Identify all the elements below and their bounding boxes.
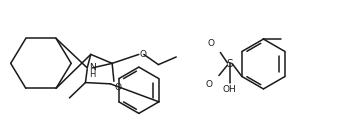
Text: H: H — [89, 70, 95, 79]
Text: O: O — [207, 39, 214, 48]
Text: O: O — [140, 50, 147, 59]
Text: OH: OH — [223, 85, 236, 94]
Text: O: O — [115, 83, 122, 92]
Text: O: O — [206, 80, 213, 89]
Text: N: N — [89, 63, 96, 72]
Text: S: S — [226, 59, 233, 69]
